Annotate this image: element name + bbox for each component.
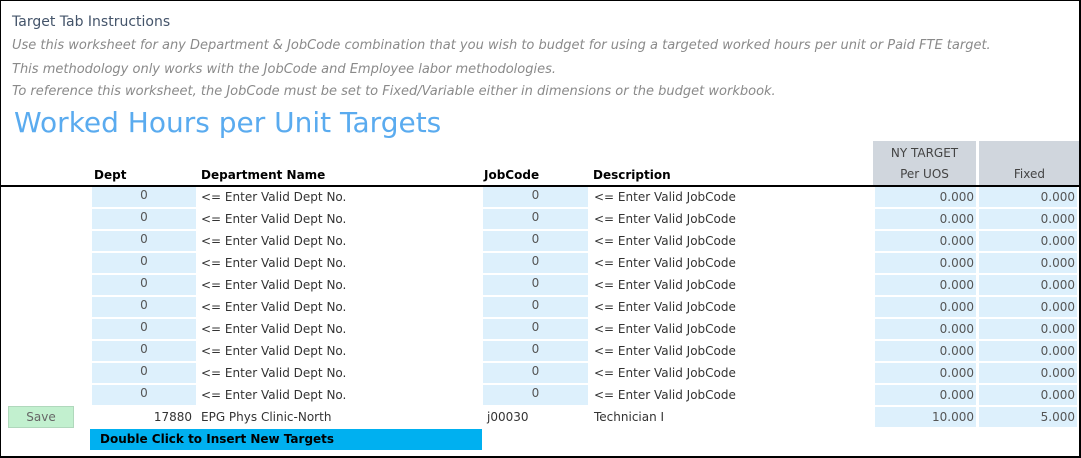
jobcode-input[interactable]: 0 — [483, 319, 588, 339]
department-name: <= Enter Valid Dept No. — [201, 388, 347, 402]
description: <= Enter Valid JobCode — [594, 344, 736, 358]
jobcode-input[interactable]: 0 — [483, 231, 588, 251]
dept-input[interactable]: 0 — [92, 385, 196, 405]
header-per-uos: Per UOS — [900, 167, 949, 181]
dept-input[interactable]: 0 — [92, 319, 196, 339]
department-name: <= Enter Valid Dept No. — [201, 278, 347, 292]
fixed-input[interactable]: 0.000 — [979, 275, 1077, 295]
header-jobcode: JobCode — [484, 168, 540, 182]
department-name: <= Enter Valid Dept No. — [201, 190, 347, 204]
fixed-input[interactable]: 0.000 — [979, 319, 1077, 339]
description: <= Enter Valid JobCode — [594, 190, 736, 204]
dept-input[interactable]: 0 — [92, 231, 196, 251]
instruction-line: This methodology only works with the Job… — [12, 62, 556, 77]
fixed-input[interactable]: 0.000 — [979, 187, 1077, 207]
description: <= Enter Valid JobCode — [594, 256, 736, 270]
description: <= Enter Valid JobCode — [594, 278, 736, 292]
department-name: <= Enter Valid Dept No. — [201, 344, 347, 358]
department-name: <= Enter Valid Dept No. — [201, 322, 347, 336]
insert-targets-button[interactable]: Double Click to Insert New Targets — [90, 429, 482, 450]
header-dept: Dept — [94, 168, 127, 182]
per-uos-input[interactable]: 0.000 — [875, 341, 976, 361]
description: <= Enter Valid JobCode — [594, 388, 736, 402]
per-uos-input[interactable]: 0.000 — [875, 187, 976, 207]
fixed-input[interactable]: 0.000 — [979, 363, 1077, 383]
per-uos-input[interactable]: 0.000 — [875, 363, 976, 383]
department-name: <= Enter Valid Dept No. — [201, 300, 347, 314]
description: Technician I — [594, 410, 665, 424]
fixed-input[interactable]: 0.000 — [979, 231, 1077, 251]
description: <= Enter Valid JobCode — [594, 366, 736, 380]
jobcode-input[interactable]: 0 — [483, 297, 588, 317]
jobcode-input[interactable]: 0 — [483, 187, 588, 207]
header-ny-target-top: NY TARGET — [890, 146, 959, 160]
description: <= Enter Valid JobCode — [594, 300, 736, 314]
description: <= Enter Valid JobCode — [594, 234, 736, 248]
header-description: Description — [593, 168, 671, 182]
header-fixed-label: Fixed — [1013, 167, 1045, 181]
dept-input[interactable]: 0 — [92, 253, 196, 273]
fixed-input[interactable]: 0.000 — [979, 253, 1077, 273]
per-uos-input[interactable]: 0.000 — [875, 209, 976, 229]
save-button[interactable]: Save — [8, 406, 74, 428]
jobcode-input[interactable]: 0 — [483, 385, 588, 405]
fixed-input[interactable]: 0.000 — [979, 341, 1077, 361]
header-department-name: Department Name — [201, 168, 326, 182]
jobcode-input[interactable]: 0 — [483, 341, 588, 361]
header-fixed: Fixed — [979, 141, 1079, 185]
per-uos-input[interactable]: 0.000 — [875, 275, 976, 295]
jobcode-input[interactable]: 0 — [483, 209, 588, 229]
page-title: Worked Hours per Unit Targets — [14, 106, 442, 139]
per-uos-input[interactable]: 0.000 — [875, 297, 976, 317]
fixed-input[interactable]: 0.000 — [979, 297, 1077, 317]
department-name: EPG Phys Clinic-North — [201, 410, 332, 424]
fixed-input[interactable]: 0.000 — [979, 209, 1077, 229]
dept-input[interactable]: 0 — [92, 275, 196, 295]
per-uos-input[interactable]: 0.000 — [875, 231, 976, 251]
per-uos-input[interactable]: 10.000 — [875, 407, 976, 427]
instruction-line: Use this worksheet for any Department & … — [12, 38, 991, 53]
per-uos-input[interactable]: 0.000 — [875, 253, 976, 273]
dept-input[interactable]: 0 — [92, 187, 196, 207]
jobcode-input[interactable]: j00030 — [487, 410, 529, 424]
department-name: <= Enter Valid Dept No. — [201, 212, 347, 226]
dept-input[interactable]: 0 — [92, 209, 196, 229]
dept-input[interactable]: 17880 — [153, 410, 192, 424]
header-divider — [0, 185, 1081, 187]
instructions-title: Target Tab Instructions — [12, 14, 171, 30]
jobcode-input[interactable]: 0 — [483, 275, 588, 295]
department-name: <= Enter Valid Dept No. — [201, 366, 347, 380]
description: <= Enter Valid JobCode — [594, 322, 736, 336]
header-ny-target: NY TARGET Per UOS — [873, 141, 976, 185]
department-name: <= Enter Valid Dept No. — [201, 234, 347, 248]
department-name: <= Enter Valid Dept No. — [201, 256, 347, 270]
fixed-input[interactable]: 5.000 — [979, 407, 1077, 427]
instruction-line: To reference this worksheet, the JobCode… — [12, 84, 776, 99]
jobcode-input[interactable]: 0 — [483, 253, 588, 273]
dept-input[interactable]: 0 — [92, 297, 196, 317]
per-uos-input[interactable]: 0.000 — [875, 385, 976, 405]
description: <= Enter Valid JobCode — [594, 212, 736, 226]
jobcode-input[interactable]: 0 — [483, 363, 588, 383]
dept-input[interactable]: 0 — [92, 363, 196, 383]
fixed-input[interactable]: 0.000 — [979, 385, 1077, 405]
dept-input[interactable]: 0 — [92, 341, 196, 361]
per-uos-input[interactable]: 0.000 — [875, 319, 976, 339]
